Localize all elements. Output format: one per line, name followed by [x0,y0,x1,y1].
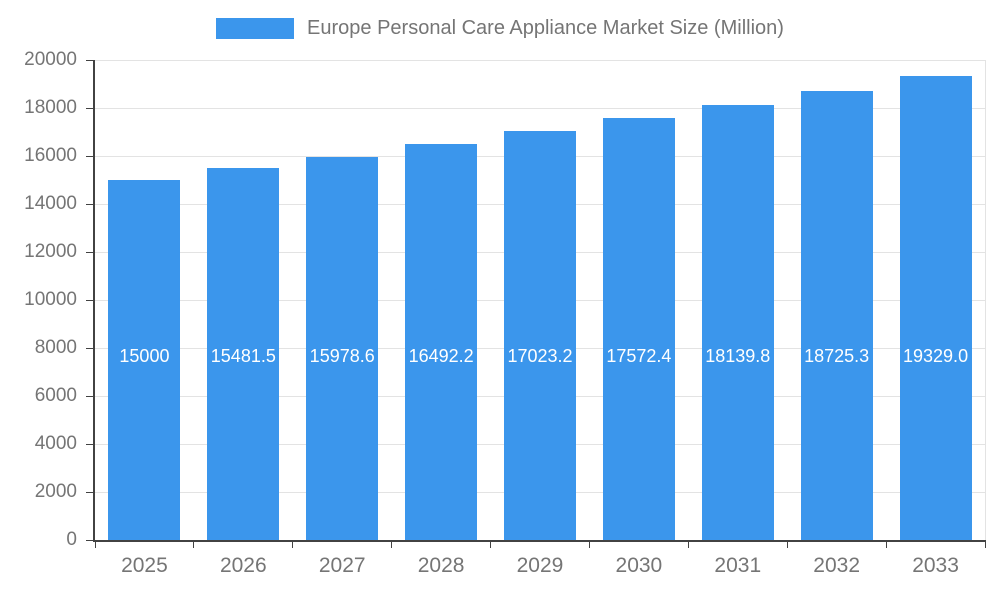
x-tick-mark [94,542,96,548]
y-tick-label: 18000 [24,97,77,118]
x-tick-label: 2028 [417,554,465,577]
x-tick-mark [588,542,590,548]
y-tick-label: 14000 [24,193,77,214]
x-tick-label: 2032 [813,554,861,577]
bar-value-label: 18139.8 [705,346,771,366]
x-tick-label: 2027 [318,554,366,577]
y-tick-label: 20000 [24,49,77,70]
bar-value-label: 15978.6 [309,346,375,366]
x-axis: 2025 2026 2027 2028 2029 2030 2031 2032 2033 [94,542,986,600]
y-tick-mark [86,299,93,301]
y-tick-label: 16000 [24,145,77,166]
y-tick-label: 2000 [34,481,77,502]
bar-value-label: 16492.2 [408,346,474,366]
y-tick-mark [86,107,93,109]
y-tick-label: 0 [66,529,77,550]
y-tick-label: 6000 [34,385,77,406]
bar-2033: 19329.0 [899,76,972,540]
y-tick-mark [86,539,93,541]
y-tick-mark [86,395,93,397]
x-tick-mark [687,542,689,548]
y-tick-label: 12000 [24,241,77,262]
x-tick-label: 2031 [714,554,762,577]
y-tick-mark [86,155,93,157]
bar-value-label: 15481.5 [210,346,276,366]
bar-2028: 16492.2 [405,144,478,540]
bar-value-label: 19329.0 [903,346,969,366]
chart-legend: Europe Personal Care Appliance Market Si… [0,17,1000,40]
x-tick-mark [292,542,294,548]
x-tick-label: 2030 [615,554,663,577]
x-tick-mark [490,542,492,548]
x-tick-label: 2029 [516,554,564,577]
y-tick-mark [86,203,93,205]
gridline [95,107,985,109]
y-tick-label: 10000 [24,289,77,310]
x-tick-mark [391,542,393,548]
x-axis-line [93,540,986,542]
bar-2026: 15481.5 [207,168,280,540]
x-tick-mark [984,542,986,548]
y-tick-mark [86,59,93,61]
legend-label: Europe Personal Care Appliance Market Si… [307,17,784,39]
y-tick-label: 4000 [34,433,77,454]
bar-2025: 15000 [108,180,181,540]
y-tick-mark [86,251,93,253]
bar-value-label: 18725.3 [804,346,870,366]
plot-area: 15000 15481.5 15978.6 16492.2 17023.2 17572.4… [95,59,986,540]
y-tick-mark [86,347,93,349]
y-tick-mark [86,443,93,445]
y-tick-label: 8000 [34,337,77,358]
y-axis-line [93,60,95,542]
bar-2029: 17023.2 [504,131,576,540]
x-tick-mark [786,542,788,548]
y-axis: 0 2000 4000 6000 8000 10000 12000 14000 16000 180… [0,49,93,550]
x-tick-mark [885,542,887,548]
x-tick-label: 2033 [912,554,959,577]
gridline [95,59,985,61]
x-tick-mark [193,542,195,548]
x-tick-label: 2026 [219,554,267,577]
bar-value-label: 17023.2 [507,346,573,366]
bar-value-label: 17572.4 [606,346,672,366]
bar-2032: 18725.3 [800,90,873,540]
y-tick-mark [86,491,93,493]
bar-value-label: 15000 [119,346,170,366]
bar-2027: 15978.6 [306,156,379,540]
legend-swatch [216,18,295,39]
x-tick-label: 2025 [121,554,168,577]
bar-2030: 17572.4 [602,118,675,540]
bar-2031: 18139.8 [701,104,774,540]
